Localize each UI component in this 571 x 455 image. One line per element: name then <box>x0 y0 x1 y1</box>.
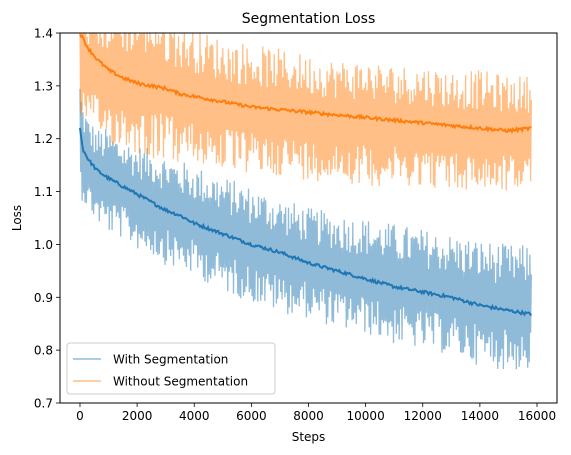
x-tick-label: 8000 <box>293 409 324 423</box>
x-tick-label: 4000 <box>179 409 210 423</box>
y-tick-label: 1.1 <box>34 185 53 199</box>
y-tick-label: 0.8 <box>34 344 53 358</box>
raw-line-series-0 <box>79 88 532 370</box>
legend: With Segmentation Without Segmentation <box>66 342 276 395</box>
x-tick-label: 2000 <box>122 409 153 423</box>
x-tick-label: 6000 <box>236 409 267 423</box>
chart-title: Segmentation Loss <box>242 11 376 27</box>
y-tick-label: 1.0 <box>34 238 53 252</box>
y-tick-label: 1.2 <box>34 132 53 146</box>
x-tick-label: 16000 <box>518 409 556 423</box>
y-tick-label: 1.3 <box>34 79 53 93</box>
y-axis: 0.7 0.8 0.9 1.0 1.1 1.2 1.3 1.4 <box>34 27 60 411</box>
smooth-line-series-1 <box>79 33 532 134</box>
series-layer <box>79 33 533 370</box>
x-axis: 0 2000 4000 6000 8000 10000 12000 14000 16000 <box>76 403 556 423</box>
legend-label-with-segmentation: With Segmentation <box>113 353 228 367</box>
legend-label-without-segmentation: Without Segmentation <box>113 375 248 389</box>
smooth-line-series-0 <box>79 127 533 317</box>
y-tick-label: 1.4 <box>34 27 53 41</box>
series-0 <box>79 88 533 370</box>
y-tick-label: 0.9 <box>34 291 53 305</box>
x-tick-label: 10000 <box>347 409 385 423</box>
x-tick-label: 14000 <box>461 409 499 423</box>
x-tick-label: 0 <box>76 409 84 423</box>
x-axis-label: Steps <box>292 430 326 444</box>
legend-box <box>66 342 276 395</box>
y-tick-label: 0.7 <box>34 397 53 411</box>
y-axis-label: Loss <box>10 205 24 231</box>
x-tick-label: 12000 <box>404 409 442 423</box>
series-1 <box>79 33 532 191</box>
